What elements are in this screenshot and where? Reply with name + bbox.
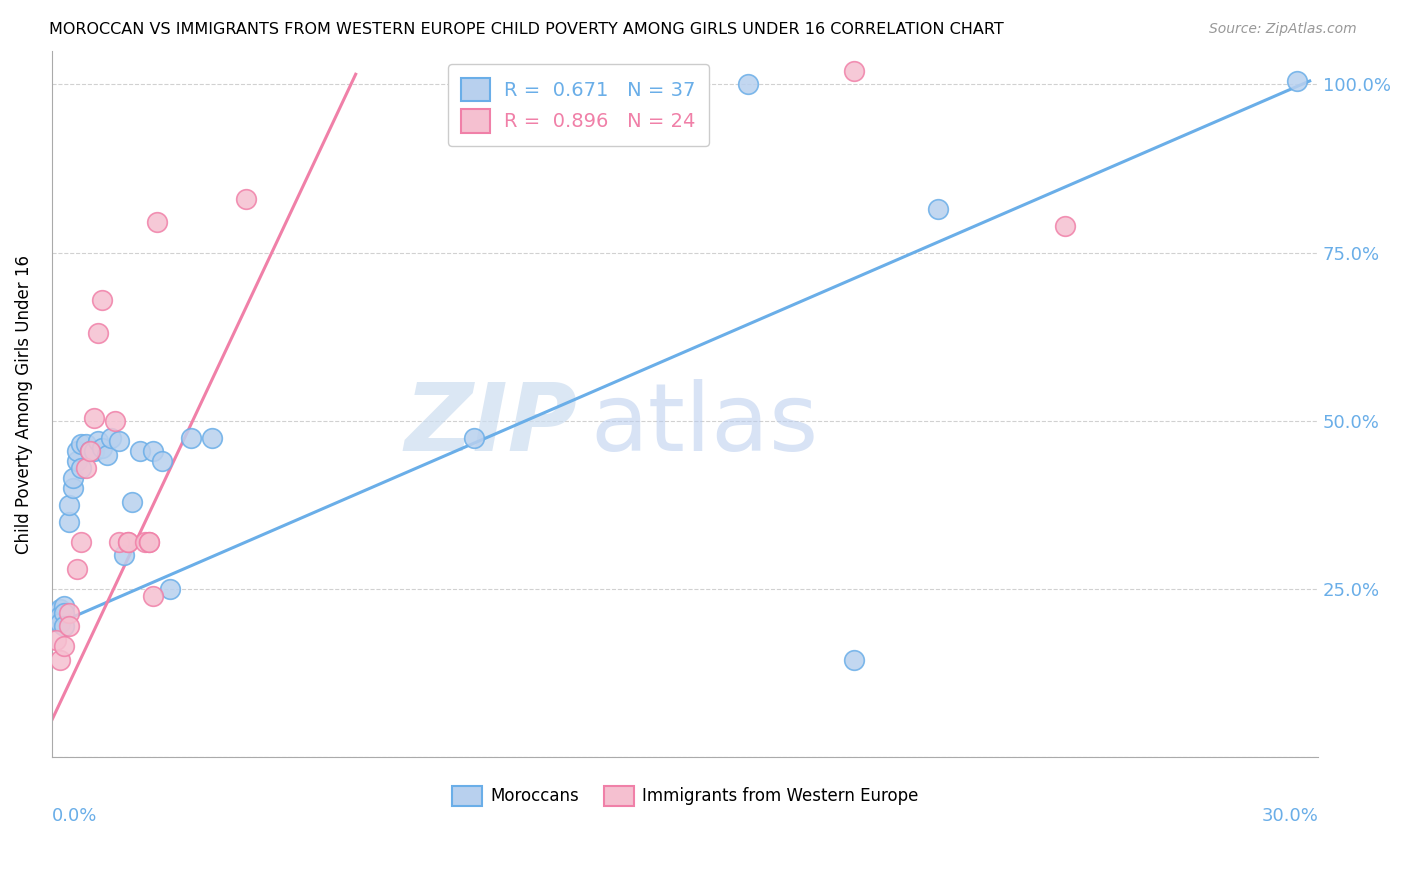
Point xyxy=(842,653,865,667)
Point xyxy=(70,437,93,451)
Point xyxy=(100,431,122,445)
Point xyxy=(70,535,93,549)
Point xyxy=(117,535,139,549)
Point xyxy=(842,63,865,78)
Point xyxy=(70,461,93,475)
Point xyxy=(91,293,114,307)
Point xyxy=(49,653,72,667)
Point xyxy=(58,515,80,529)
Point xyxy=(150,454,173,468)
Point xyxy=(79,444,101,458)
Text: ZIP: ZIP xyxy=(405,379,578,471)
Point xyxy=(108,434,131,448)
Y-axis label: Child Poverty Among Girls Under 16: Child Poverty Among Girls Under 16 xyxy=(15,254,32,554)
Point xyxy=(49,615,72,630)
Point xyxy=(53,599,76,613)
Point xyxy=(1285,74,1308,88)
Point xyxy=(53,640,76,654)
Point xyxy=(62,481,84,495)
Point xyxy=(121,494,143,508)
Point xyxy=(45,606,67,620)
Point xyxy=(58,498,80,512)
Point xyxy=(62,471,84,485)
Text: 30.0%: 30.0% xyxy=(1261,807,1319,825)
Point xyxy=(49,609,72,624)
Point xyxy=(463,431,485,445)
Point xyxy=(146,215,169,229)
Point xyxy=(129,444,152,458)
Point xyxy=(75,461,97,475)
Point xyxy=(58,606,80,620)
Point xyxy=(138,535,160,549)
Point xyxy=(201,431,224,445)
Point xyxy=(112,549,135,563)
Point xyxy=(138,535,160,549)
Point xyxy=(45,632,67,647)
Point xyxy=(49,602,72,616)
Point xyxy=(79,444,101,458)
Point xyxy=(108,535,131,549)
Point xyxy=(75,437,97,451)
Point xyxy=(142,444,165,458)
Point xyxy=(142,589,165,603)
Point xyxy=(927,202,949,216)
Text: MOROCCAN VS IMMIGRANTS FROM WESTERN EUROPE CHILD POVERTY AMONG GIRLS UNDER 16 CO: MOROCCAN VS IMMIGRANTS FROM WESTERN EURO… xyxy=(49,22,1004,37)
Point xyxy=(83,444,105,458)
Point xyxy=(58,619,80,633)
Point xyxy=(134,535,156,549)
Text: 0.0%: 0.0% xyxy=(52,807,97,825)
Point xyxy=(737,78,759,92)
Point xyxy=(117,535,139,549)
Text: atlas: atlas xyxy=(591,379,818,471)
Point xyxy=(45,612,67,626)
Point xyxy=(53,606,76,620)
Text: Source: ZipAtlas.com: Source: ZipAtlas.com xyxy=(1209,22,1357,37)
Point xyxy=(91,441,114,455)
Point xyxy=(87,434,110,448)
Legend: Moroccans, Immigrants from Western Europe: Moroccans, Immigrants from Western Europ… xyxy=(444,779,925,813)
Point xyxy=(159,582,181,596)
Point xyxy=(87,326,110,341)
Point xyxy=(66,444,89,458)
Point xyxy=(235,192,257,206)
Point xyxy=(104,414,127,428)
Point xyxy=(66,562,89,576)
Point xyxy=(66,454,89,468)
Point xyxy=(96,448,118,462)
Point xyxy=(83,410,105,425)
Point xyxy=(53,619,76,633)
Point xyxy=(1053,219,1076,233)
Point xyxy=(180,431,202,445)
